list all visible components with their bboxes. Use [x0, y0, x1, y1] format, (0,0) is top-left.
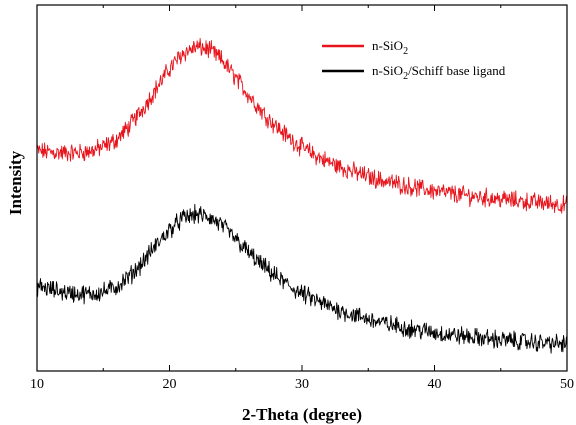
- x-tick-label: 10: [30, 377, 44, 392]
- plot-frame: [36, 4, 568, 372]
- x-tick-label: 40: [428, 377, 442, 392]
- x-tick-label: 50: [560, 377, 574, 392]
- series-line-1: [36, 37, 568, 214]
- legend-label-2: n-SiO2/Schiff base ligand: [372, 63, 506, 82]
- legend-label-1: n-SiO2: [372, 38, 408, 57]
- series-layer: [36, 37, 568, 354]
- series-line-2: [36, 203, 568, 354]
- x-tick-label: 30: [295, 377, 309, 392]
- x-axis-ticks: 10 20 30 40 50: [30, 5, 574, 392]
- x-axis-title: 2-Theta (degree): [242, 405, 362, 424]
- legend: n-SiO2 n-SiO2/Schiff base ligand: [322, 38, 506, 82]
- y-axis-title: Intensity: [6, 150, 25, 215]
- x-tick-label: 20: [163, 377, 177, 392]
